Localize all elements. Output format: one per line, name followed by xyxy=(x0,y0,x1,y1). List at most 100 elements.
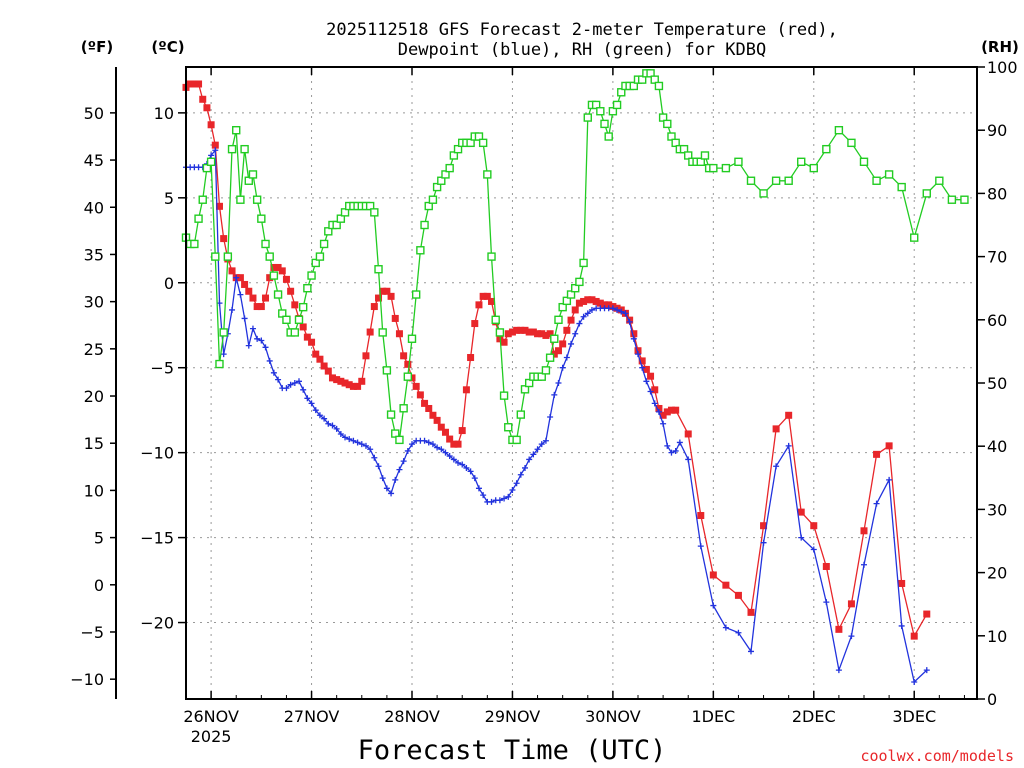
dewpoint-point xyxy=(404,447,411,454)
temperature-point xyxy=(370,303,378,311)
dewpoint-point xyxy=(513,480,520,487)
rh-point xyxy=(734,157,743,167)
temperature-point xyxy=(203,104,211,112)
rh-point xyxy=(604,132,613,141)
temperature-point xyxy=(475,301,483,309)
dewpoint-point xyxy=(296,378,302,385)
temperature-point xyxy=(387,292,395,300)
dewpoint-point xyxy=(651,400,658,407)
temperature-point xyxy=(596,299,604,307)
dewpoint-point xyxy=(446,453,453,460)
dewpoint-point xyxy=(291,380,298,386)
dewpoint-point xyxy=(333,425,340,432)
temperature-point xyxy=(567,316,575,324)
temperature-point xyxy=(274,263,282,271)
temperature-point xyxy=(554,347,562,355)
x-tick-label: 26NOV xyxy=(183,707,239,726)
rh-point xyxy=(897,182,906,192)
temperature-point xyxy=(483,292,491,300)
dewpoint-point xyxy=(588,306,595,313)
temperature-point xyxy=(324,367,332,375)
dewpoint-point xyxy=(639,364,646,371)
dewpoint-point xyxy=(568,340,575,347)
dewpoint-point xyxy=(685,456,692,463)
dewpoint-point xyxy=(367,446,374,453)
dewpoint-point xyxy=(517,471,524,478)
x-tick-label: 3DEC xyxy=(892,707,936,726)
temperature-point xyxy=(312,350,320,358)
rh-tick-label: 60 xyxy=(987,311,1007,330)
dewpoint-point xyxy=(283,385,290,392)
rh-tick-label: 100 xyxy=(987,58,1018,77)
rh-point xyxy=(512,435,521,445)
temperature-point xyxy=(395,330,403,338)
rh-point xyxy=(227,144,237,154)
dewpoint-point xyxy=(421,437,428,444)
dewpoint-point xyxy=(735,629,742,636)
dewpoint-point xyxy=(697,543,704,550)
dewpoint-point xyxy=(655,408,662,415)
rh-point xyxy=(294,315,304,324)
temperature-point xyxy=(525,328,533,336)
dewpoint-point xyxy=(911,679,918,686)
rh-point xyxy=(809,163,818,173)
rh-tick-label: 70 xyxy=(987,248,1007,267)
dewpoint-point xyxy=(425,439,432,446)
temperature-point xyxy=(772,425,780,433)
temperature-point xyxy=(400,352,408,360)
temperature-point xyxy=(835,625,843,633)
dewpoint-point xyxy=(237,291,244,298)
rh-tick-label: 50 xyxy=(987,374,1007,393)
dewpoint-point xyxy=(861,561,867,568)
fahrenheit-tick-label: 25 xyxy=(84,340,104,359)
dewpoint-point xyxy=(547,413,554,420)
dewpoint-point xyxy=(346,436,353,443)
rh-point xyxy=(834,125,844,135)
temperature-point xyxy=(186,80,194,88)
temperature-point xyxy=(429,411,437,419)
dewpoint-point xyxy=(375,463,382,470)
dewpoint-point xyxy=(559,364,566,371)
temperature-point xyxy=(299,323,307,331)
dewpoint-point xyxy=(208,152,215,159)
dewpoint-point xyxy=(270,369,277,376)
rh-point xyxy=(269,271,279,280)
temperature-point xyxy=(207,121,215,129)
dewpoint-point xyxy=(287,381,294,388)
rh-point xyxy=(859,157,869,167)
celsius-tick-label: 10 xyxy=(154,104,174,123)
temperature-point xyxy=(663,408,671,416)
dewpoint-point xyxy=(630,335,637,342)
temperature-point xyxy=(199,95,207,103)
dewpoint-point xyxy=(488,498,495,505)
temperature-point xyxy=(667,406,675,414)
dewpoint-point xyxy=(898,622,905,629)
temperature-point xyxy=(195,80,203,88)
dewpoint-point xyxy=(555,380,562,386)
temperature-point xyxy=(910,632,918,640)
temperature-point xyxy=(358,377,366,385)
dewpoint-point xyxy=(438,446,445,453)
rh-point xyxy=(370,208,379,217)
celsius-tick-label: −10 xyxy=(140,444,174,463)
dewpoint-point xyxy=(342,434,349,441)
dewpoint-point xyxy=(220,351,227,358)
temperature-point xyxy=(546,330,554,338)
rh-point xyxy=(663,119,672,129)
dewpoint-point xyxy=(622,310,629,317)
rh-point xyxy=(700,151,710,160)
temperature-point xyxy=(454,440,462,448)
temperature-point xyxy=(822,562,830,570)
dewpoint-point xyxy=(710,602,717,609)
rh-point xyxy=(884,170,894,179)
celsius-tick-label: −15 xyxy=(140,529,174,548)
dewpoint-point xyxy=(676,439,683,446)
temperature-point xyxy=(651,386,659,394)
rh-point xyxy=(420,220,429,230)
temperature-point xyxy=(513,326,521,334)
dewpoint-point xyxy=(664,442,671,449)
dewpoint-point xyxy=(308,400,315,407)
temperature-point xyxy=(375,294,383,302)
axes xyxy=(110,66,985,700)
temperature-point xyxy=(734,591,742,599)
